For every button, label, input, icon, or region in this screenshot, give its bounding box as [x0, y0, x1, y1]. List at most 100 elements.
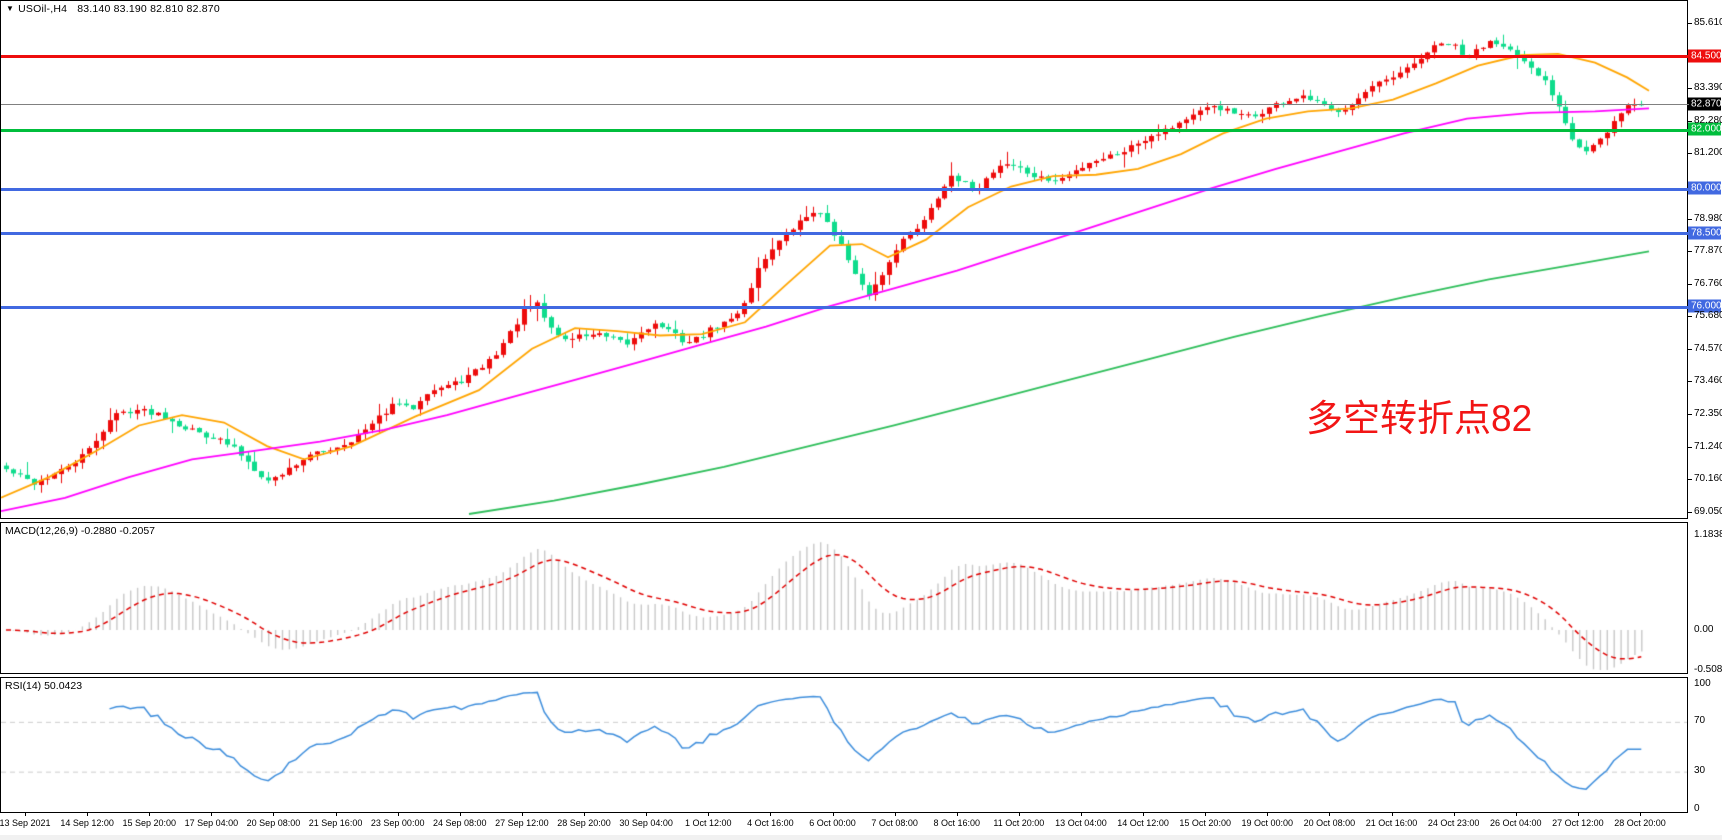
level-line-support[interactable] [1, 187, 1689, 191]
rsi-tick-label: 0 [1694, 802, 1700, 814]
window-bottom-strip [0, 835, 1722, 840]
time-tick-mark [1577, 813, 1579, 816]
time-axis-label: 17 Sep 04:00 [184, 818, 239, 828]
time-tick-mark [708, 813, 710, 816]
time-axis-label: 21 Oct 16:00 [1365, 818, 1418, 828]
price-level-badge: 80.000 [1688, 181, 1722, 195]
price-tick-mark [1688, 511, 1692, 513]
macd-tick-label: 0.00 [1694, 624, 1714, 635]
time-tick-mark [397, 813, 399, 816]
time-axis-label: 15 Oct 20:00 [1179, 818, 1231, 828]
price-tick-label: 85.610 [1694, 17, 1722, 28]
time-axis-label: 6 Oct 00:00 [809, 818, 856, 828]
time-tick-mark [1453, 813, 1455, 816]
price-tick-label: 70.160 [1694, 472, 1722, 484]
time-axis-label: 1 Oct 12:00 [685, 818, 732, 828]
level-line-support[interactable] [1, 305, 1689, 309]
time-axis[interactable]: 13 Sep 2021 14 Sep 12:00 15 Sep 20:00 17 Se… [0, 813, 1722, 835]
time-axis-label: 30 Sep 04:00 [619, 818, 673, 828]
symbol-marker-icon: ▼ [6, 4, 15, 13]
time-tick-mark [832, 813, 834, 816]
time-tick-mark [1080, 813, 1082, 816]
time-tick-mark [956, 813, 958, 816]
price-level-badge: 78.500 [1688, 226, 1722, 240]
level-line-current-price[interactable] [1, 104, 1689, 106]
level-line-support[interactable] [1, 232, 1689, 236]
time-axis-label: 20 Sep 08:00 [246, 818, 301, 828]
time-axis-label: 28 Sep 20:00 [557, 818, 611, 828]
time-tick-mark [1018, 813, 1020, 816]
price-tick-label: 74.570 [1694, 342, 1722, 354]
price-tick-mark [1688, 218, 1692, 220]
rsi-indicator-panel: RSI(14) 50.0423 [0, 677, 1688, 813]
time-axis-label: 14 Sep 12:00 [60, 818, 114, 828]
time-tick-mark [894, 813, 896, 816]
price-tick-label: 71.240 [1694, 440, 1722, 452]
price-axis[interactable]: 84.500 82.870 82.000 80.000 78.500 76.000 85.6… [1688, 0, 1722, 519]
candlestick-chart-canvas[interactable] [1, 1, 1687, 518]
price-tick-mark [1688, 284, 1692, 286]
price-tick-mark [1688, 478, 1692, 480]
time-axis-label: 19 Oct 00:00 [1241, 818, 1294, 828]
time-tick-mark [1640, 813, 1641, 816]
time-axis-label: 15 Sep 20:00 [122, 818, 176, 828]
price-tick-label: 83.390 [1694, 82, 1722, 94]
time-tick-mark [646, 813, 648, 816]
rsi-axis[interactable]: 100 70 30 0 [1688, 677, 1722, 814]
price-tick-mark [1688, 251, 1692, 253]
time-axis-label: 13 Sep 2021 [0, 818, 51, 828]
price-tick-mark [1688, 414, 1692, 416]
time-axis-label: 14 Oct 12:00 [1117, 818, 1169, 828]
time-axis-label: 11 Oct 20:00 [993, 818, 1045, 828]
price-tick-label: 73.460 [1694, 375, 1722, 387]
price-level-badge: 82.870 [1688, 97, 1722, 111]
time-tick-mark [521, 813, 523, 816]
time-axis-label: 20 Oct 08:00 [1303, 818, 1356, 828]
time-tick-mark [1329, 813, 1331, 816]
time-axis-label: 24 Oct 23:00 [1427, 818, 1480, 828]
price-tick-label: 77.870 [1694, 245, 1722, 257]
price-tick-mark [1688, 88, 1692, 90]
time-tick-mark [1205, 813, 1207, 816]
quote-open: 83.140 [77, 3, 111, 15]
time-tick-mark [1391, 813, 1393, 816]
macd-axis[interactable]: 1.1838 0.00 -0.5082 [1688, 522, 1722, 675]
time-axis-label: 26 Oct 04:00 [1489, 818, 1542, 828]
time-axis-label: 8 Oct 16:00 [933, 818, 980, 828]
time-tick-mark [459, 813, 461, 816]
price-tick-mark [1688, 315, 1692, 317]
price-tick-mark [1688, 381, 1692, 383]
time-axis-label: 24 Sep 08:00 [433, 818, 487, 828]
time-tick-mark [335, 813, 337, 816]
quote-low: 82.810 [150, 3, 184, 15]
price-tick-label: 72.350 [1694, 408, 1722, 420]
price-level-badge: 76.000 [1688, 299, 1722, 313]
time-axis-label: 27 Sep 12:00 [495, 818, 549, 828]
time-axis-label: 27 Oct 12:00 [1552, 818, 1604, 828]
time-tick-mark [770, 813, 772, 816]
price-tick-label: 78.980 [1694, 212, 1722, 224]
macd-tick-label: -0.5082 [1694, 664, 1722, 675]
price-chart-panel: ▼ USOil-,H4 83.140 83.190 82.810 82.870 [0, 0, 1689, 519]
time-axis-label: 7 Oct 08:00 [871, 818, 918, 828]
price-tick-mark [1688, 348, 1692, 350]
price-tick-mark [1688, 446, 1692, 448]
level-line-resistance[interactable] [1, 55, 1689, 59]
macd-chart-canvas[interactable] [1, 523, 1687, 673]
time-axis-label: 28 Oct 20:00 [1614, 818, 1666, 828]
rsi-chart-canvas[interactable] [1, 678, 1687, 812]
time-axis-label: 21 Sep 16:00 [308, 818, 363, 828]
symbol-period-label: USOil-,H4 [18, 3, 68, 15]
level-line-pivot[interactable] [1, 128, 1689, 132]
time-tick-mark [211, 813, 213, 816]
price-tick-label: 82.280 [1694, 115, 1722, 127]
macd-tick-label: 1.1838 [1694, 529, 1722, 541]
price-tick-mark [1688, 153, 1692, 155]
price-tick-label: 69.050 [1694, 505, 1722, 517]
quote-close: 82.870 [186, 3, 220, 15]
price-tick-mark [1688, 121, 1692, 123]
time-axis-label: 13 Oct 04:00 [1055, 818, 1107, 828]
macd-indicator-panel: MACD(12,26,9) -0.2880 -0.2057 [0, 522, 1688, 674]
rsi-tick-label: 70 [1694, 715, 1706, 727]
